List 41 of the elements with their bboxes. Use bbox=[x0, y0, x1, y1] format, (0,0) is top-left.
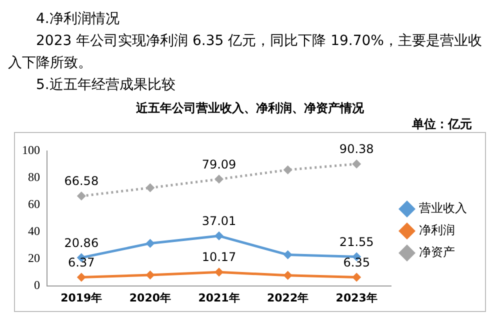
data-label: 66.58 bbox=[64, 174, 99, 188]
point bbox=[352, 272, 362, 282]
x-tick-label: 2023年 bbox=[336, 291, 378, 304]
legend-label: 营业收入 bbox=[419, 201, 467, 216]
y-tick-label: 40 bbox=[28, 224, 40, 238]
x-tick-label: 2019年 bbox=[60, 291, 102, 304]
point bbox=[146, 238, 155, 248]
x-tick-label: 2022年 bbox=[266, 291, 309, 304]
y-tick-label: 80 bbox=[28, 170, 40, 184]
data-label: 79.09 bbox=[202, 157, 236, 172]
text: 单位：亿元 bbox=[411, 116, 473, 132]
point bbox=[214, 268, 224, 277]
point bbox=[214, 174, 224, 184]
point bbox=[283, 250, 292, 260]
point bbox=[146, 270, 155, 280]
text: 2023 年公司实现净利润 6.35 亿元，同比下降 19.70%，主要是营业收入下降所致。 bbox=[8, 32, 483, 73]
data-label: 90.38 bbox=[339, 142, 374, 156]
data-label: 10.17 bbox=[202, 250, 236, 264]
legend-label: 净利润 bbox=[419, 223, 455, 238]
point bbox=[283, 165, 292, 174]
y-tick-label: 20 bbox=[28, 250, 40, 265]
data-label: 6.35 bbox=[343, 255, 370, 270]
text: 4.净利润情况 bbox=[35, 10, 120, 29]
point bbox=[352, 159, 362, 168]
point bbox=[283, 270, 292, 280]
point bbox=[76, 272, 86, 282]
point bbox=[146, 183, 155, 192]
data-label: 20.86 bbox=[64, 236, 99, 250]
data-label: 21.55 bbox=[339, 234, 374, 249]
data-label: 6.37 bbox=[68, 255, 95, 270]
x-tick-label: 2021年 bbox=[198, 291, 240, 304]
y-tick-label: 60 bbox=[28, 197, 40, 212]
chart-title: 近五年公司营业收入、净利润、净资产情况 bbox=[135, 100, 365, 116]
text: 5.近五年经营成果比较 bbox=[35, 76, 176, 95]
x-tick-label: 2020年 bbox=[129, 291, 172, 304]
point bbox=[214, 231, 224, 240]
point bbox=[76, 192, 86, 201]
data-label: 37.01 bbox=[202, 214, 236, 228]
legend-label: 净资产 bbox=[419, 245, 455, 260]
y-tick-label: 100 bbox=[22, 143, 40, 158]
y-tick-label: 0 bbox=[34, 278, 40, 292]
